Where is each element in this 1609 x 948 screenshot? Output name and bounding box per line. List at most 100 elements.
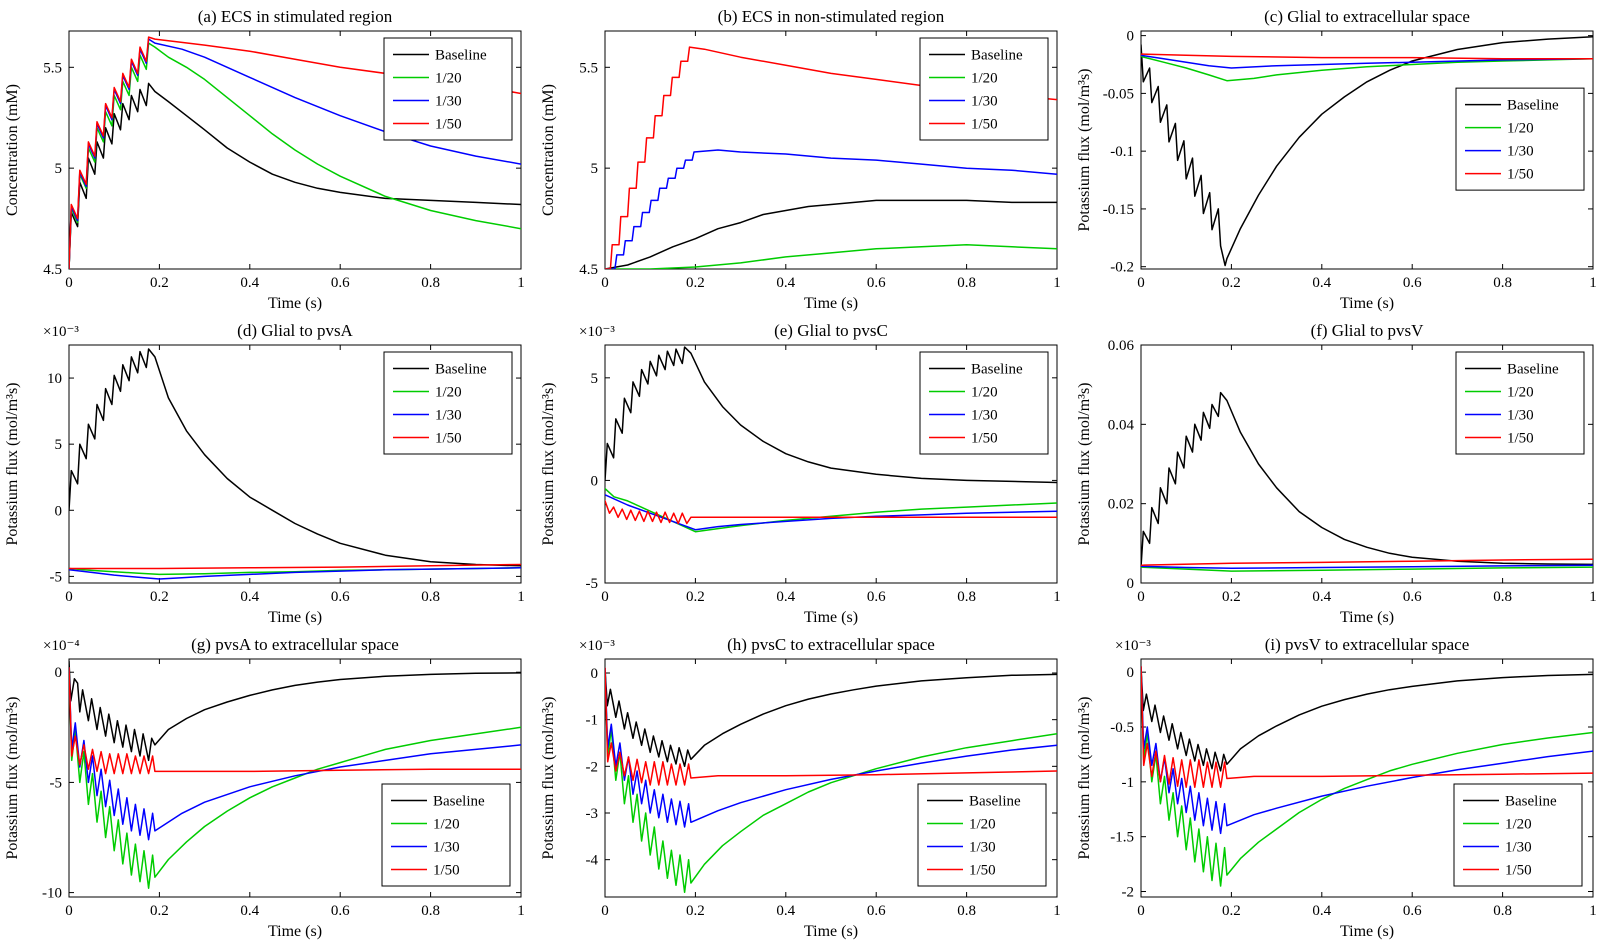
series-line-r20	[1141, 665, 1593, 887]
legend-label-r20: 1/20	[971, 71, 998, 87]
y-tick-label: 0	[55, 503, 63, 519]
legend-label-r30: 1/30	[971, 408, 998, 424]
y-tick-label: 0	[1127, 665, 1135, 681]
chart-title: (h) pvsC to extracellular space	[727, 635, 935, 654]
x-tick-label: 0.8	[957, 589, 976, 605]
legend: Baseline 1/20 1/30 1/50	[383, 37, 513, 141]
x-tick-label: 0.6	[1403, 589, 1422, 605]
y-tick-label: 0	[1127, 576, 1135, 592]
y-tick-label: 0.06	[1108, 338, 1135, 354]
x-tick-label: 0.4	[776, 275, 795, 291]
x-tick-label: 1	[1053, 589, 1061, 605]
y-tick-label: 4.5	[43, 262, 62, 278]
subplot-f-glial-to-pvsv: 0 0.2 0.4 0.6 0.8 1 0 0.02 0.04 0.06 (f) Glial to …	[1073, 315, 1609, 629]
chart-i: 0 0.2 0.4 0.6 0.8 1 -2 -1.5 -1 -0.5 0 (i) pvsV to e…	[1076, 635, 1597, 940]
plot-box	[604, 344, 1058, 584]
x-tick-label: 0.2	[1222, 589, 1241, 605]
series-line-r50	[1141, 665, 1593, 789]
legend-label-r20: 1/20	[1507, 385, 1534, 401]
x-tick-label: 0	[1137, 589, 1145, 605]
legend-label-baseline: Baseline	[969, 794, 1021, 810]
y-tick-label: 0	[55, 665, 63, 681]
x-tick-label: 0.6	[867, 275, 886, 291]
x-tick-label: 0.8	[1493, 903, 1512, 919]
legend-label-baseline: Baseline	[971, 48, 1023, 64]
x-tick-label: 0.8	[421, 275, 440, 291]
x-axis-label: Time (s)	[804, 923, 858, 940]
legend-label-r50: 1/50	[971, 431, 998, 447]
chart-b: 0 0.2 0.4 0.6 0.8 1 4.5 5 5.5 (b) ECS in non-stim…	[540, 7, 1061, 312]
y-axis-label: Potassium flux (mol/m³s)	[540, 382, 557, 545]
legend-label-r30: 1/30	[435, 408, 462, 424]
x-axis-label: Time (s)	[268, 295, 322, 312]
series-group	[69, 348, 521, 580]
x-tick-label: 1	[1053, 275, 1061, 291]
y-tick-label: 5.5	[579, 60, 598, 76]
series-line-r30	[1141, 54, 1593, 69]
x-tick-label: 1	[517, 275, 525, 291]
legend-label-r30: 1/30	[1507, 408, 1534, 424]
y-tick-label: 0	[591, 473, 599, 489]
x-tick-label: 0.2	[686, 275, 705, 291]
series-group	[605, 346, 1057, 533]
legend-label-baseline: Baseline	[435, 48, 487, 64]
x-tick-label: 0.2	[686, 589, 705, 605]
series-line-baseline	[69, 82, 521, 269]
chart-h: 0 0.2 0.4 0.6 0.8 1 -4 -3 -2 -1 0 (h) pvsC to extra…	[540, 635, 1061, 940]
x-tick-label: 0.8	[957, 275, 976, 291]
legend-label-r20: 1/20	[1507, 121, 1534, 137]
legend-label-r30: 1/30	[1507, 144, 1534, 160]
series-line-r20	[1141, 566, 1593, 572]
y-axis-label: Potassium flux (mol/m³s)	[1076, 696, 1093, 859]
series-line-r50	[69, 563, 521, 570]
legend: Baseline 1/20 1/30 1/50	[1455, 351, 1585, 455]
y-tick-label: -5	[586, 576, 599, 592]
y-axis-label: Potassium flux (mol/m³s)	[4, 382, 21, 545]
y-tick-label: -0.2	[1110, 260, 1134, 276]
series-group	[69, 660, 521, 889]
x-tick-label: 0.4	[240, 903, 259, 919]
x-tick-label: 0.2	[1222, 275, 1241, 291]
x-tick-label: 0.4	[240, 275, 259, 291]
x-tick-label: 0	[601, 903, 609, 919]
legend-label-r20: 1/20	[969, 817, 996, 833]
y-tick-label: 4.5	[579, 262, 598, 278]
y-tick-label: -0.5	[1110, 720, 1134, 736]
legend-label-baseline: Baseline	[1507, 98, 1559, 114]
y-tick-label: 5	[591, 161, 599, 177]
x-tick-label: 0.4	[776, 589, 795, 605]
plot-box	[1140, 30, 1594, 270]
legend: Baseline 1/20 1/30 1/50	[919, 37, 1049, 141]
y-tick-label: -1	[586, 713, 599, 729]
y-tick-label: 5.5	[43, 60, 62, 76]
x-tick-label: 0	[65, 275, 73, 291]
legend: Baseline 1/20 1/30 1/50	[919, 351, 1049, 455]
series-group	[1141, 665, 1593, 887]
x-tick-label: 0.4	[1312, 903, 1331, 919]
y-tick-label: 0.02	[1108, 497, 1134, 513]
legend: Baseline 1/20 1/30 1/50	[917, 783, 1047, 887]
series-line-baseline	[605, 346, 1057, 484]
subplot-d-glial-to-pvsa: 0 0.2 0.4 0.6 0.8 1 -5 0 5 10 (d) Glial to pvsA Tim…	[1, 315, 537, 629]
series-line-baseline	[69, 348, 521, 567]
legend-label-baseline: Baseline	[435, 362, 487, 378]
y-tick-label: -0.05	[1103, 86, 1134, 102]
legend-label-r30: 1/30	[435, 94, 462, 110]
plot-box	[604, 658, 1058, 898]
x-tick-label: 0.6	[867, 903, 886, 919]
series-group	[69, 36, 521, 269]
series-line-baseline	[1141, 665, 1593, 772]
series-group	[605, 667, 1057, 894]
x-tick-label: 0.2	[150, 903, 169, 919]
plot-box	[1140, 344, 1594, 584]
chart-title: (a) ECS in stimulated region	[198, 7, 393, 26]
plot-box	[1140, 658, 1594, 898]
x-tick-label: 0.8	[957, 903, 976, 919]
subplot-b-ecs-non-stimulated: 0 0.2 0.4 0.6 0.8 1 4.5 5 5.5 (b) ECS in non-stim…	[537, 1, 1073, 315]
series-line-r50	[1141, 558, 1593, 566]
series-line-baseline	[69, 660, 521, 762]
x-axis-label: Time (s)	[268, 923, 322, 940]
y-tick-label: 5	[591, 371, 599, 387]
y-tick-label: -5	[50, 775, 63, 791]
